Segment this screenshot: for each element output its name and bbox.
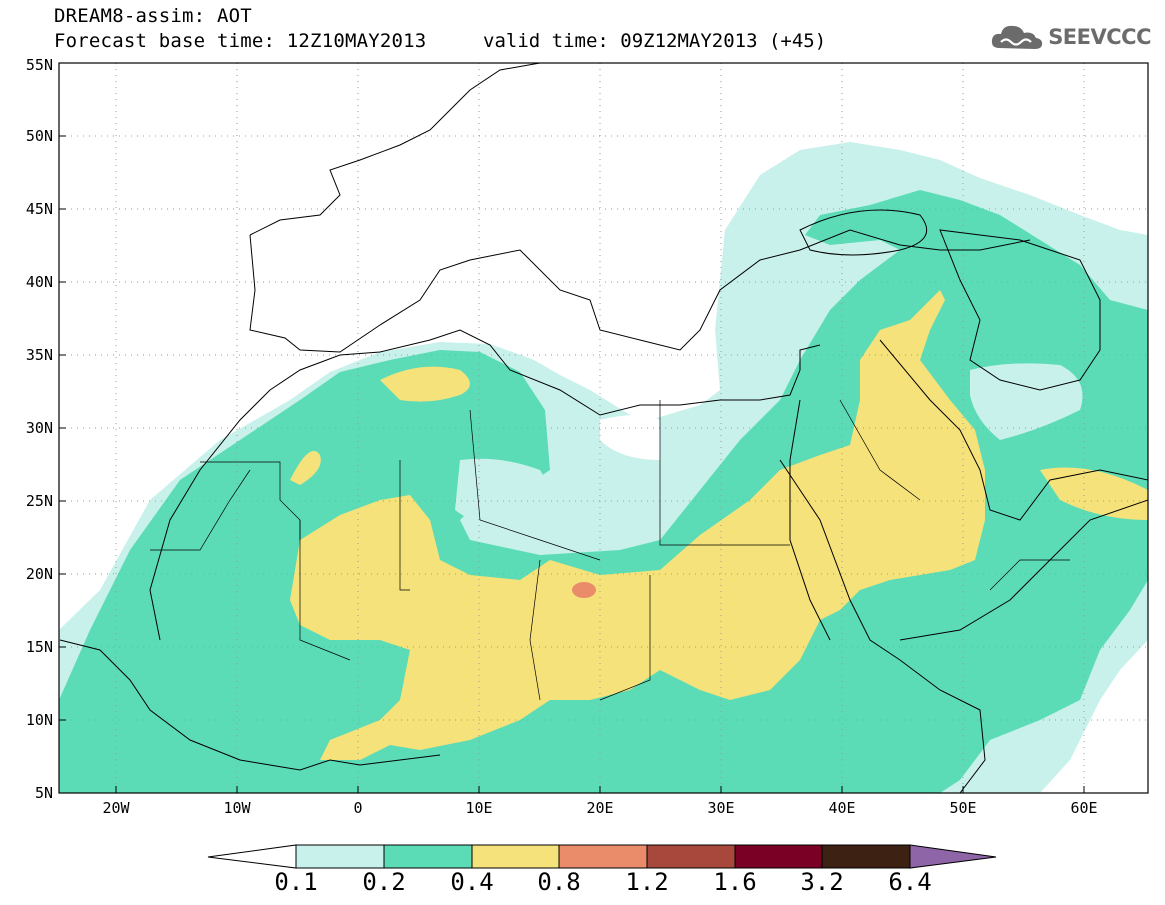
aot-band-0.4-patch: [290, 450, 321, 485]
lon-labels: 20W 10W 0 10E 20E 30E 40E 50E 60E: [102, 799, 1097, 817]
lat-label: 50N: [26, 127, 53, 145]
lon-label: 10E: [465, 799, 492, 817]
country-borders: [150, 399, 1070, 701]
lat-label: 10N: [26, 711, 53, 729]
lat-labels: 5N 10N 15N 20N 25N 30N 35N 40N 45N 50N 5…: [26, 56, 53, 802]
lon-label: 0: [353, 799, 362, 817]
colorbar-label: 6.4: [888, 868, 932, 896]
forecast-base-time: Forecast base time: 12Z10MAY2013: [54, 30, 427, 52]
cloud-icon: [992, 25, 1043, 49]
colorbar-swatch: [471, 844, 560, 869]
colorbar-label: 1.2: [625, 868, 669, 896]
colorbar-swatch: [646, 844, 736, 869]
colorbar-swatch: [295, 844, 385, 869]
lat-label: 30N: [26, 419, 53, 437]
seevccc-logo: SEEVCCC: [989, 21, 1151, 53]
lon-label: 60E: [1070, 799, 1097, 817]
lat-label: 40N: [26, 273, 53, 291]
colorbar-label: 0.1: [274, 868, 318, 896]
valid-time: valid time: 09Z12MAY2013 (+45): [483, 30, 827, 52]
lat-label: 25N: [26, 492, 53, 510]
aot-band-0.8: [572, 582, 596, 598]
aot-band-0.4-patch: [1040, 467, 1148, 520]
colorbar-label: 1.6: [713, 868, 757, 896]
aot-band-0.1-patch: [970, 363, 1083, 440]
aot-band-0.4: [290, 290, 985, 760]
colorbar-label: 0.4: [450, 868, 494, 896]
lat-label: 5N: [35, 784, 53, 802]
aot-band-0.4-patch: [380, 366, 470, 402]
logo-text: SEEVCCC: [1048, 25, 1151, 49]
aot-fields: [59, 63, 1148, 793]
lon-label: 20W: [102, 799, 130, 817]
aot-under-region: [600, 415, 660, 460]
aot-band-0.1-patch: [455, 458, 547, 524]
lat-label: 45N: [26, 200, 53, 218]
map-title: DREAM8-assim: AOT: [54, 5, 252, 27]
lat-label: 20N: [26, 565, 53, 583]
colorbar-label: 0.2: [362, 868, 406, 896]
lat-label: 15N: [26, 638, 53, 656]
coastlines: [59, 63, 1148, 793]
lon-label: 10W: [223, 799, 251, 817]
axis-ticks: [59, 135, 1085, 793]
colorbar-label: 0.8: [537, 868, 581, 896]
colorbar-swatch: [383, 844, 473, 869]
lon-label: 30E: [707, 799, 734, 817]
lat-label: 55N: [26, 56, 53, 74]
colorbar-under-triangle: [207, 844, 297, 869]
colorbar-swatch: [558, 844, 648, 869]
lon-label: 20E: [586, 799, 613, 817]
colorbar-over-triangle: [909, 844, 997, 869]
colorbar-swatch: [821, 844, 911, 869]
lon-label: 50E: [949, 799, 976, 817]
colorbar-label: 3.2: [800, 868, 844, 896]
aot-under-region: [59, 63, 1148, 630]
colorbar: [207, 844, 997, 869]
colorbar-swatch: [734, 844, 823, 869]
lon-label: 40E: [828, 799, 855, 817]
lat-label: 35N: [26, 346, 53, 364]
